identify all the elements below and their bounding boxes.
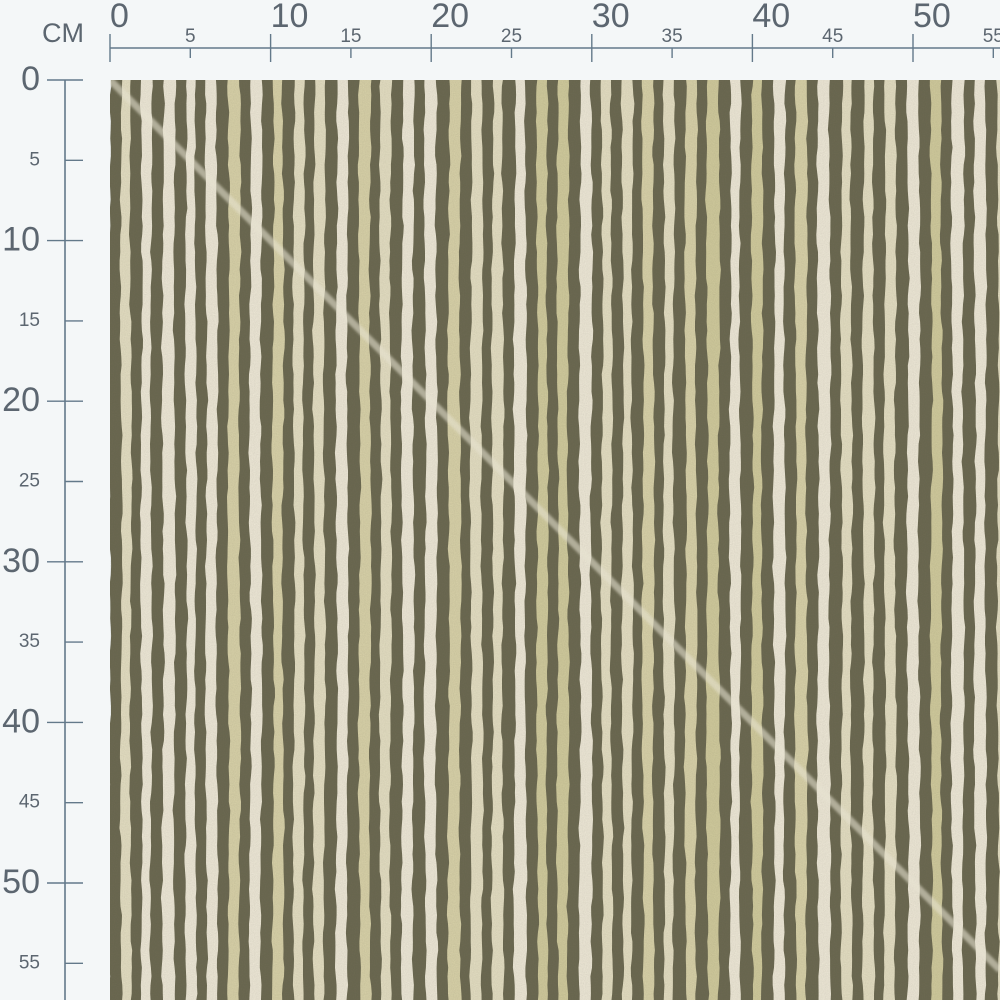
svg-text:20: 20 bbox=[431, 0, 469, 35]
svg-text:0: 0 bbox=[110, 0, 129, 35]
svg-text:0: 0 bbox=[21, 60, 40, 98]
svg-text:30: 30 bbox=[592, 0, 630, 35]
svg-text:35: 35 bbox=[662, 26, 683, 47]
svg-text:40: 40 bbox=[2, 702, 40, 740]
svg-text:20: 20 bbox=[2, 381, 40, 419]
svg-text:50: 50 bbox=[2, 863, 40, 901]
svg-text:10: 10 bbox=[271, 0, 309, 35]
svg-text:15: 15 bbox=[340, 26, 361, 47]
svg-text:CM: CM bbox=[42, 18, 84, 48]
svg-text:25: 25 bbox=[501, 26, 522, 47]
svg-text:25: 25 bbox=[19, 471, 40, 492]
svg-text:40: 40 bbox=[752, 0, 790, 35]
svg-text:55: 55 bbox=[19, 952, 40, 973]
svg-text:35: 35 bbox=[19, 631, 40, 652]
svg-text:10: 10 bbox=[2, 221, 40, 259]
svg-text:50: 50 bbox=[913, 0, 951, 35]
svg-text:55: 55 bbox=[983, 26, 1000, 47]
svg-text:5: 5 bbox=[29, 149, 40, 170]
svg-text:5: 5 bbox=[185, 26, 196, 47]
svg-text:30: 30 bbox=[2, 542, 40, 580]
svg-text:15: 15 bbox=[19, 310, 40, 331]
svg-text:45: 45 bbox=[822, 26, 843, 47]
svg-text:45: 45 bbox=[19, 792, 40, 813]
